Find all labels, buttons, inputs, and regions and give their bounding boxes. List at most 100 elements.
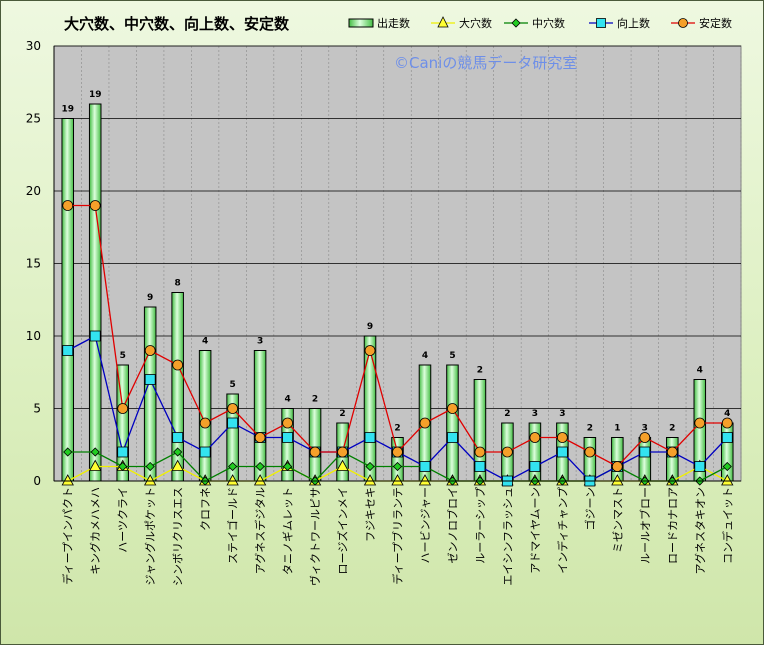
category-label: ゼンノロブロイ xyxy=(445,487,459,563)
point-marker xyxy=(611,461,623,472)
data-labels: 19 19 5 9 8 4 5 3 4 2 2 9 2 4 5 2 2 3 3 2 1 3 2 4 4 xyxy=(61,90,730,434)
point-marker xyxy=(254,432,266,443)
line-series xyxy=(61,200,734,487)
bar xyxy=(308,408,322,482)
point-marker xyxy=(309,446,321,458)
data-label: 4 xyxy=(697,366,703,376)
category-label: キングカメハメハ xyxy=(88,487,102,575)
point-marker xyxy=(145,461,155,472)
point-marker xyxy=(529,461,541,472)
data-label: 9 xyxy=(367,322,373,332)
point-marker xyxy=(172,432,184,443)
point-marker xyxy=(199,446,211,458)
point-marker xyxy=(227,403,239,414)
y-tick-label: 15 xyxy=(26,257,41,271)
data-label: 2 xyxy=(312,395,318,405)
point-marker xyxy=(144,374,156,385)
category-label: ディープブリランテ xyxy=(391,487,405,585)
point-marker xyxy=(199,417,211,429)
category-label: ハーツクライ xyxy=(117,487,130,553)
category-label: クロフネ xyxy=(199,487,212,531)
category-label: フジキセキ xyxy=(364,487,377,542)
y-tick-label: 0 xyxy=(33,474,41,488)
legend-label: 中穴数 xyxy=(532,16,565,30)
point-marker xyxy=(392,461,403,472)
point-marker xyxy=(255,461,265,472)
point-marker xyxy=(502,446,513,458)
category-label: ヴィクトワールピサ xyxy=(308,487,322,586)
watermark: ©Caniの競馬データ研究室 xyxy=(394,54,577,72)
category-label: タニノギムレット xyxy=(282,487,295,575)
chart-title: 大穴数、中穴数、向上数、安定数 xyxy=(64,15,290,33)
point-marker xyxy=(144,474,157,486)
point-marker xyxy=(474,446,486,458)
point-marker xyxy=(117,403,129,414)
point-marker xyxy=(336,459,349,471)
point-marker xyxy=(337,446,348,458)
point-marker xyxy=(283,461,293,472)
point-marker xyxy=(173,447,183,457)
point-marker xyxy=(89,459,102,471)
data-label: 1 xyxy=(614,424,620,434)
data-label: 2 xyxy=(339,409,345,419)
category-label: ディープインパクト xyxy=(61,487,75,585)
x-axis: ディープインパクト キングカメハメハ ハーツクライ ジャングルポケット シンボリクリスエ… xyxy=(54,480,741,586)
bar xyxy=(446,364,459,482)
point-marker xyxy=(89,200,101,211)
category-label: ゴジーン xyxy=(583,487,597,530)
y-tick-label: 20 xyxy=(26,184,41,198)
legend-marker xyxy=(437,16,449,28)
bar xyxy=(88,103,102,482)
point-marker xyxy=(529,432,541,443)
point-marker xyxy=(721,417,733,429)
point-marker xyxy=(253,474,267,486)
category-label: ステイゴールド xyxy=(226,487,240,564)
category-label: ハービンジャー xyxy=(419,487,432,563)
point-marker xyxy=(172,359,184,371)
point-marker xyxy=(228,461,238,472)
point-marker xyxy=(721,432,733,443)
point-marker xyxy=(90,447,100,457)
point-marker xyxy=(364,345,376,356)
category-label: アドマイヤムーン xyxy=(529,487,542,574)
legend-label: 大穴数 xyxy=(459,16,492,30)
data-label: 5 xyxy=(229,380,235,390)
point-marker xyxy=(418,474,432,486)
point-marker xyxy=(226,474,239,486)
data-label: 5 xyxy=(449,351,455,361)
point-marker xyxy=(227,417,239,429)
point-marker xyxy=(62,200,74,211)
category-label: ジャングルポケット xyxy=(143,487,157,585)
data-label: 3 xyxy=(642,424,648,434)
bar xyxy=(720,422,734,482)
point-marker xyxy=(556,432,568,443)
category-label: ミゼンマスト xyxy=(611,487,624,553)
bar xyxy=(253,350,267,482)
point-marker xyxy=(282,417,293,429)
y-tick-label: 10 xyxy=(26,329,41,343)
bar xyxy=(143,306,157,482)
point-marker xyxy=(118,461,128,472)
point-marker xyxy=(63,447,73,457)
bar xyxy=(363,335,377,482)
point-marker xyxy=(419,417,431,429)
point-marker xyxy=(62,345,74,356)
data-label: 2 xyxy=(477,366,483,376)
category-label: シンボリクリスエス xyxy=(172,487,185,586)
data-label: 5 xyxy=(120,351,126,361)
category-label: ルーラーシップ xyxy=(474,487,487,564)
data-label: 8 xyxy=(175,279,181,289)
point-marker xyxy=(722,461,732,472)
data-label: 2 xyxy=(504,409,510,419)
category-label: ロージズインメイ xyxy=(336,487,350,574)
category-label: インディチャンプ xyxy=(555,487,569,574)
legend-marker xyxy=(596,18,606,28)
point-marker xyxy=(666,446,678,458)
category-label: コンデュイット xyxy=(720,487,734,564)
point-marker xyxy=(639,432,651,443)
category-label: エイシンフラッシュ xyxy=(501,487,514,586)
y-axis: 0 5 10 15 20 25 30 xyxy=(26,39,55,488)
legend-marker xyxy=(511,18,521,28)
data-label: 3 xyxy=(257,337,263,347)
